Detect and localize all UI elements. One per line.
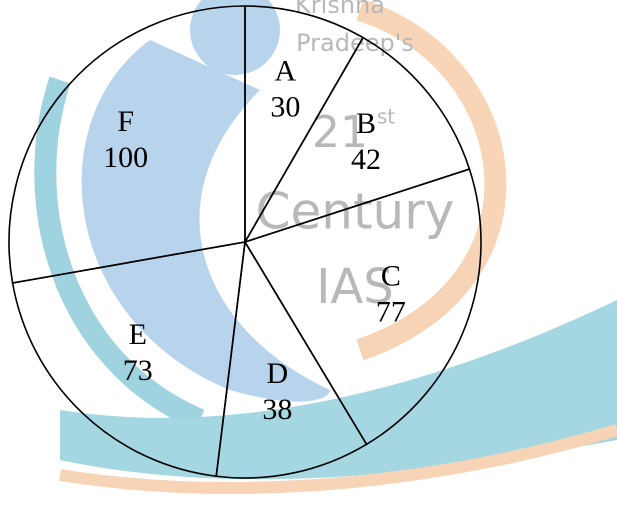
slice-label: F xyxy=(117,105,134,138)
pie-slice xyxy=(215,239,368,479)
slice-value: 73 xyxy=(123,354,153,387)
pie-slice xyxy=(243,168,482,446)
watermark-text: IAS xyxy=(316,259,393,315)
slice-value: 30 xyxy=(270,90,300,123)
slice-label: A xyxy=(274,54,296,87)
slice-value: 42 xyxy=(351,143,381,176)
watermark-graphic xyxy=(34,0,617,494)
pie-slice xyxy=(244,5,365,245)
slice-label: C xyxy=(381,259,401,292)
slice-label: E xyxy=(129,318,147,351)
pie-slice xyxy=(243,36,471,244)
slice-value: 38 xyxy=(262,393,292,426)
slice-value: 100 xyxy=(103,141,148,174)
watermark-text: 21 xyxy=(312,107,368,158)
watermark-text: st xyxy=(377,105,395,129)
pie-slice xyxy=(11,241,246,478)
pie-slice xyxy=(8,5,246,284)
watermark-text: Krishna xyxy=(295,0,385,19)
watermark-text: Krishna Pradeep's 21 st Century IAS xyxy=(256,0,455,315)
watermark-text: Century xyxy=(256,183,455,241)
slice-label: D xyxy=(267,357,289,390)
slice-label: B xyxy=(356,107,376,140)
slice-value: 77 xyxy=(376,295,406,328)
